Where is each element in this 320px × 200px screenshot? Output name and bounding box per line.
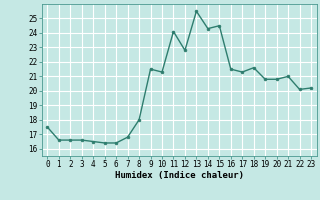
X-axis label: Humidex (Indice chaleur): Humidex (Indice chaleur) bbox=[115, 171, 244, 180]
